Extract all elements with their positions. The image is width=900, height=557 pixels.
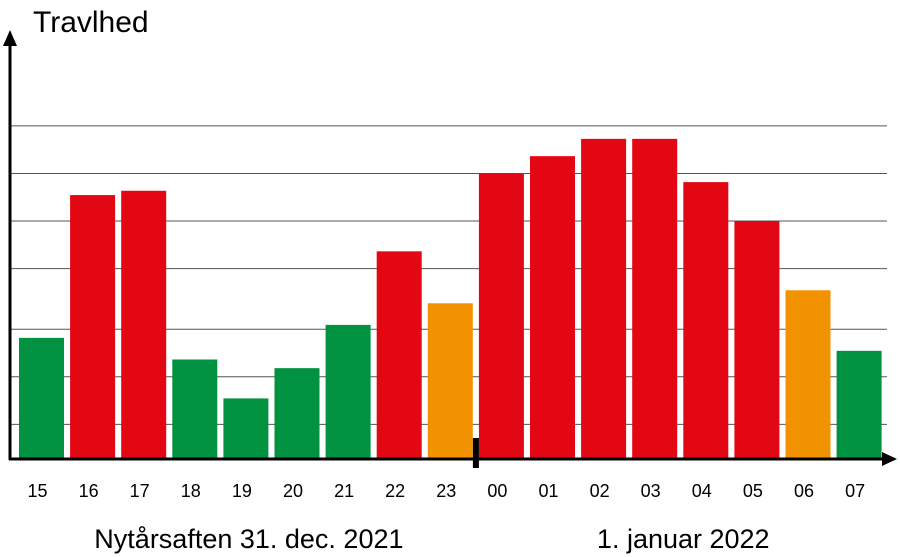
x-tick-label-02: 02 <box>590 481 610 501</box>
bar-01 <box>530 156 575 459</box>
midnight-divider-mark <box>472 438 479 468</box>
bar-07 <box>836 350 882 459</box>
bars-layer <box>19 138 882 460</box>
bar-19 <box>223 398 269 459</box>
x-tick-labels: 15 16 17 18 19 20 21 22 23 00 01 02 03 04 05 06 07 <box>27 481 865 501</box>
bar-21 <box>325 324 371 459</box>
group-label-1: 1. januar 2022 <box>597 524 770 554</box>
x-tick-label-17: 17 <box>130 481 150 501</box>
bar-15 <box>19 337 64 459</box>
bar-04 <box>683 182 729 459</box>
bar-22 <box>376 251 422 459</box>
x-tick-label-16: 16 <box>79 481 99 501</box>
x-tick-label-00: 00 <box>487 481 507 501</box>
x-tick-label-04: 04 <box>692 481 712 501</box>
group-label-0: Nytårsaften 31. dec. 2021 <box>94 524 403 554</box>
x-tick-label-23: 23 <box>436 481 456 501</box>
bar-18 <box>172 359 218 459</box>
bar-16 <box>70 195 116 460</box>
bar-02 <box>581 138 627 459</box>
x-tick-label-03: 03 <box>641 481 661 501</box>
bar-00 <box>478 173 524 459</box>
x-tick-label-18: 18 <box>181 481 201 501</box>
x-tick-label-05: 05 <box>743 481 763 501</box>
bar-06 <box>785 290 831 459</box>
x-tick-label-19: 19 <box>232 481 252 501</box>
y-axis-arrowhead <box>3 30 17 46</box>
x-tick-label-20: 20 <box>283 481 303 501</box>
bar-03 <box>632 138 678 459</box>
y-axis-label: Travlhed <box>33 6 149 39</box>
x-tick-label-06: 06 <box>794 481 814 501</box>
x-tick-label-15: 15 <box>27 481 47 501</box>
group-labels: Nytårsaften 31. dec. 2021 1. januar 2022 <box>94 524 769 554</box>
bar-20 <box>274 368 320 459</box>
bar-17 <box>121 190 167 459</box>
axes-layer <box>3 30 897 468</box>
x-tick-label-07: 07 <box>845 481 865 501</box>
x-tick-label-21: 21 <box>334 481 354 501</box>
bar-23 <box>427 303 473 459</box>
x-tick-label-22: 22 <box>385 481 405 501</box>
x-tick-label-01: 01 <box>538 481 558 501</box>
x-axis-arrowhead <box>882 452 897 466</box>
bar-05 <box>734 221 780 459</box>
